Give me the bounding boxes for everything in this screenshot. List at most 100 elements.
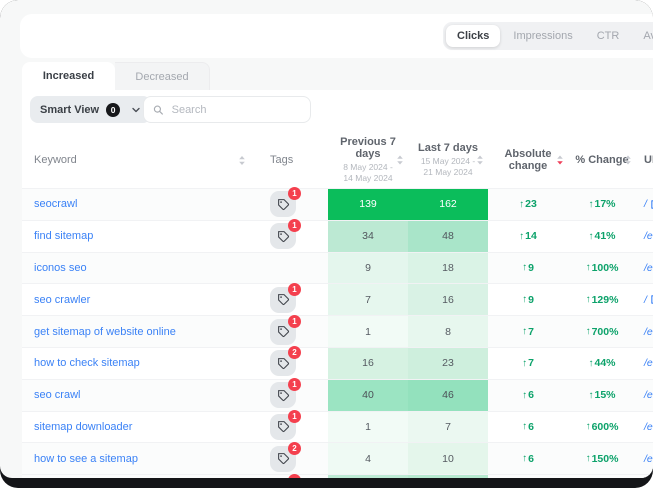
metric-option-ctr[interactable]: CTR [596, 30, 620, 42]
tag-chip[interactable]: 1 [270, 314, 301, 345]
up-arrow-icon: ↑ [585, 326, 591, 338]
last-cell: 48 [408, 220, 488, 252]
tag-chip[interactable]: 1 [270, 282, 301, 313]
keyword-link[interactable]: seo crawl [34, 389, 81, 402]
tag-chip[interactable]: 1 [270, 187, 301, 218]
absolute-change-value: ↑ 23 [519, 198, 537, 211]
url-link[interactable]: /en/ [644, 357, 653, 370]
tag-count-badge: 1 [288, 187, 301, 201]
tag-count-badge: 1 [288, 219, 301, 233]
tag-icon [277, 421, 289, 433]
metric-option-clicks[interactable]: Clicks [446, 25, 501, 47]
table-row: sitemap downloader 1 1 7 ↑6 ↑600% /en/ [22, 409, 653, 443]
content-panel: Smart View 0 Keyword T [22, 90, 653, 478]
table-row: seo crawl 1 40 46 ↑6 ↑15% /en/ [22, 378, 653, 411]
prev-cell: 34 [328, 220, 408, 252]
table-row: get sitemap of website online 1 1 8 ↑ 7 ↑… [22, 314, 653, 347]
tag-icon [277, 294, 289, 306]
tag-chip[interactable]: 1 [270, 409, 301, 440]
percent-change-value: ↑ 15% [588, 389, 616, 402]
tag-icon [277, 326, 289, 338]
column-header-tags: Tags [270, 154, 294, 166]
keyword-link[interactable]: seo crawler [34, 293, 91, 306]
sort-icon-absolute-descending[interactable] [556, 155, 564, 166]
sort-icon-keyword[interactable] [238, 155, 246, 166]
sort-icon-last[interactable] [476, 155, 484, 166]
percent-change-value: ↑ 44% [588, 357, 616, 370]
sort-icon-percent[interactable] [624, 155, 632, 166]
tag-chip[interactable]: 2 [270, 346, 301, 377]
absolute-change-value: ↑ 9 [522, 261, 534, 274]
last-cell: 16 [408, 284, 488, 316]
keyword-link[interactable]: how to see a sitemap [34, 452, 138, 465]
url-link[interactable]: /en/ [644, 261, 653, 274]
tag-icon [277, 389, 289, 401]
tag-count-badge: 1 [288, 314, 301, 328]
absolute-change-value: ↑ 7 [522, 325, 534, 338]
keyword-link[interactable]: find sitemap [34, 230, 94, 243]
tag-chip[interactable]: 1 [270, 378, 301, 409]
search-icon [153, 105, 163, 115]
metric-option-impressions[interactable]: Impressions [513, 30, 573, 42]
absolute-change-value: ↑ 6 [522, 389, 534, 402]
tag-count-badge: 2 [288, 441, 301, 455]
up-arrow-icon: ↑ [588, 389, 594, 401]
smart-view-dropdown[interactable]: Smart View 0 [30, 96, 152, 123]
search-input[interactable] [169, 102, 301, 117]
last-cell: 162 [408, 189, 488, 220]
tab-increased[interactable]: Increased [22, 62, 115, 90]
keyword-link[interactable]: how to check sitemap [34, 357, 140, 370]
smart-view-label: Smart View [40, 103, 100, 116]
up-arrow-icon: ↑ [519, 230, 525, 242]
app-window: Clicks Impressions CTR Avg Position Incr… [0, 0, 653, 478]
url-link[interactable]: / [644, 294, 653, 306]
prev-cell: 9 [328, 252, 408, 284]
prev-cell: 7 [328, 284, 408, 316]
smart-view-count-badge: 0 [106, 102, 121, 117]
absolute-change-value: ↑ 14 [519, 230, 537, 243]
tag-count-badge: 1 [288, 409, 301, 423]
absolute-change-value: ↑ 6 [522, 452, 534, 465]
prev-cell: 16 [328, 347, 408, 379]
url-link[interactable]: /en/ [644, 452, 653, 465]
url-link[interactable]: /en/ [644, 230, 653, 243]
tag-count-badge: 1 [288, 378, 301, 392]
keyword-link[interactable]: get sitemap of website online [34, 325, 176, 338]
table-header: Keyword Tags Previous 7 days 8 May 2024 … [22, 132, 653, 188]
table-row-partial [22, 473, 653, 478]
tag-chip[interactable]: 1 [270, 219, 301, 250]
percent-change-value: ↑ 41% [588, 230, 616, 243]
table-row: how to check sitemap 2 16 23 ↑7 ↑44% /en… [22, 346, 653, 379]
url-link[interactable]: / [644, 198, 653, 210]
up-arrow-icon: ↑ [522, 262, 528, 274]
keyword-link[interactable]: iconos seo [34, 261, 87, 274]
table-row: find sitemap 1 34 48 ↑14 ↑41% /en/ [22, 219, 653, 252]
table-row: iconos seo 9 18 ↑9 ↑100% /en/ [22, 251, 653, 284]
percent-change-value: ↑ 600% [585, 420, 619, 433]
up-arrow-icon: ↑ [522, 326, 528, 338]
prev-cell: 1 [328, 411, 408, 443]
keyword-link[interactable]: seocrawl [34, 198, 78, 211]
tag-icon [277, 357, 289, 369]
up-arrow-icon: ↑ [585, 421, 591, 433]
last-cell: 46 [408, 379, 488, 411]
tag-count-badge: 2 [288, 346, 301, 360]
prev-cell: 139 [328, 189, 408, 220]
sort-icon-previous[interactable] [396, 155, 404, 166]
table-row: how to see a sitemap 2 4 10 ↑6 ↑150% /en… [22, 441, 653, 475]
table-row: seocrawl 1 139 162 ↑ 23 ↑ 17% / [22, 187, 653, 220]
partial-last-cell [408, 475, 488, 478]
column-header-last: Last 7 days 15 May 2024 - 21 May 2024 [408, 132, 488, 188]
up-arrow-icon: ↑ [522, 421, 528, 433]
tag-chip[interactable]: 2 [270, 441, 301, 472]
last-cell: 18 [408, 252, 488, 284]
last-cell: 7 [408, 411, 488, 443]
tab-decreased[interactable]: Decreased [115, 62, 210, 90]
url-link[interactable]: /en/ [644, 325, 653, 338]
absolute-change-value: ↑ 9 [522, 293, 534, 306]
tag-count-badge [288, 473, 301, 478]
metric-option-avg-position[interactable]: Avg Position [643, 30, 653, 42]
url-link[interactable]: /en/ [644, 420, 653, 433]
keyword-link[interactable]: sitemap downloader [34, 420, 133, 433]
url-link[interactable]: /en/ [644, 389, 653, 402]
